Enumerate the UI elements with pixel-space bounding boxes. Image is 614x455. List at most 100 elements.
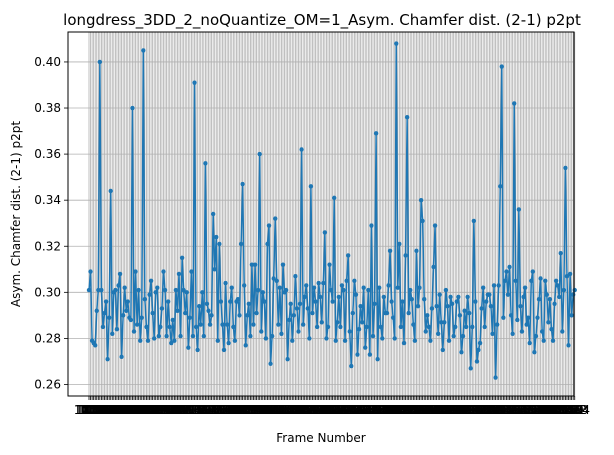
x-tick-label: 1208 <box>317 403 348 417</box>
x-tick-label: 1363 <box>558 403 589 417</box>
x-tick-label: 1197 <box>300 403 331 417</box>
data-point <box>175 308 180 313</box>
chart-title: longdress_3DD_2_noQuantize_OM=1_Asym. Ch… <box>63 11 581 30</box>
data-point <box>235 297 241 302</box>
x-tick-label: 1130 <box>196 403 227 417</box>
x-tick-label: 1333 <box>511 403 542 417</box>
x-tick-label: 1084 <box>125 403 156 417</box>
data-point <box>561 287 567 293</box>
data-point <box>321 280 326 286</box>
data-point <box>99 287 104 293</box>
x-tick-label: 1081 <box>120 403 151 417</box>
x-tick-label: 1052 <box>75 403 106 417</box>
data-point <box>204 301 210 307</box>
data-point <box>539 329 545 334</box>
data-point <box>428 338 433 343</box>
y-tick-label: 0.26 <box>34 377 61 391</box>
data-point <box>145 338 151 343</box>
x-tick-label: 1318 <box>488 403 519 417</box>
data-point <box>116 283 121 288</box>
x-tick-label: 1183 <box>279 403 310 417</box>
x-tick-label: 1152 <box>230 403 261 417</box>
x-tick-label: 1217 <box>331 403 362 417</box>
x-tick-label: 1120 <box>181 403 212 417</box>
x-tick-label: 1325 <box>499 403 530 417</box>
series-markers <box>86 41 577 380</box>
data-point <box>392 336 397 341</box>
data-point <box>217 241 222 247</box>
data-point <box>218 299 224 304</box>
data-point <box>232 338 238 343</box>
data-point <box>113 287 118 293</box>
x-tick-label: 1241 <box>369 403 400 417</box>
x-tick-label: 1342 <box>525 403 556 417</box>
x-tick-label: 1226 <box>345 403 376 417</box>
x-tick-label: 1103 <box>154 403 185 417</box>
x-tick-label: 1277 <box>424 403 455 417</box>
data-point <box>120 313 126 318</box>
x-tick-label: 1213 <box>325 403 356 417</box>
x-tick-label: 1145 <box>220 403 251 417</box>
data-point <box>151 336 157 341</box>
data-point <box>251 322 256 327</box>
x-tick-label: 1162 <box>246 403 277 417</box>
data-point <box>313 299 318 304</box>
data-point <box>299 147 304 152</box>
x-tick-label: 1057 <box>83 403 114 417</box>
x-tick-label: 1315 <box>483 403 514 417</box>
x-tick-label: 1288 <box>442 403 473 417</box>
x-tick-label: 1108 <box>162 403 193 417</box>
data-point <box>273 216 278 221</box>
x-tick-label: 1180 <box>274 403 305 417</box>
data-point <box>229 285 234 290</box>
x-tick-label: 1174 <box>265 403 296 417</box>
x-tick-label: 1334 <box>513 403 544 417</box>
x-tick-label: 1305 <box>468 403 499 417</box>
x-tick-label: 1339 <box>521 403 552 417</box>
data-point <box>563 165 568 171</box>
data-point <box>372 301 377 307</box>
x-tick-label: 1337 <box>518 403 549 417</box>
data-point <box>308 184 314 189</box>
x-tick-label: 1065 <box>95 403 126 417</box>
data-point <box>451 333 456 339</box>
data-point <box>454 299 459 304</box>
x-tick-label: 1313 <box>480 403 511 417</box>
data-point <box>490 331 495 336</box>
data-point <box>518 303 523 309</box>
data-point <box>319 320 324 325</box>
data-point <box>286 317 292 323</box>
data-point <box>409 297 414 302</box>
x-tick-label: 1077 <box>114 403 145 417</box>
x-tick-label: 1116 <box>175 403 206 417</box>
data-point <box>108 188 113 194</box>
x-tick-label: 1224 <box>342 403 373 417</box>
data-point <box>536 297 542 302</box>
x-tick-label: 1074 <box>109 403 140 417</box>
x-tick-label: 1291 <box>446 403 477 417</box>
x-tick-label: 1329 <box>505 403 536 417</box>
data-point <box>176 271 182 277</box>
x-tick-label: 1282 <box>432 403 463 417</box>
x-tick-label: 1312 <box>479 403 510 417</box>
data-point <box>557 294 562 300</box>
data-point <box>223 280 228 286</box>
data-point <box>259 329 264 334</box>
data-point <box>560 329 565 334</box>
x-tick-label: 1346 <box>532 403 563 417</box>
x-tick-label: 1063 <box>92 403 123 417</box>
x-tick-label: 1153 <box>232 403 263 417</box>
x-tick-label: 1237 <box>362 403 393 417</box>
data-point <box>148 278 154 284</box>
data-point <box>477 340 483 346</box>
x-tick-label: 1179 <box>272 403 303 417</box>
data-point <box>88 269 93 274</box>
x-tick-label: 1260 <box>398 403 429 417</box>
data-point <box>119 354 124 360</box>
data-point <box>508 313 514 318</box>
x-tick-label: 1149 <box>226 403 257 417</box>
x-tick-label: 1220 <box>336 403 367 417</box>
x-tick-label: 1172 <box>261 403 292 417</box>
x-tick-label: 1151 <box>229 403 260 417</box>
x-tick-label: 1146 <box>221 403 252 417</box>
